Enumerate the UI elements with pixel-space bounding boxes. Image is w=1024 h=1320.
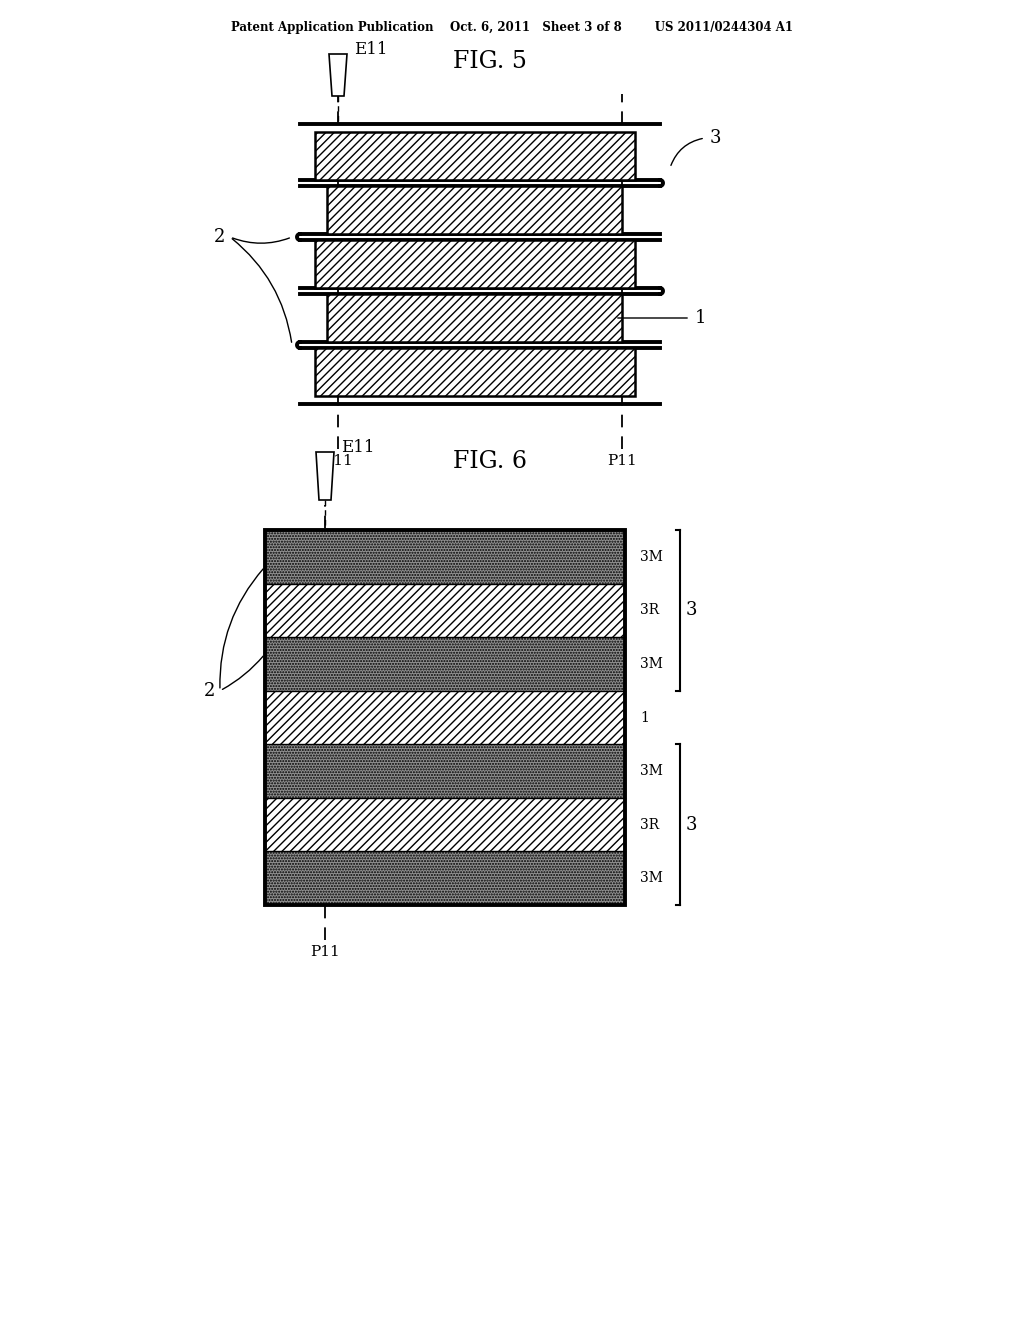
Text: E11: E11 <box>341 438 375 455</box>
Bar <box>265 531 625 583</box>
Text: P11: P11 <box>310 945 340 960</box>
Bar <box>327 294 622 342</box>
Bar <box>265 851 625 906</box>
Text: 3: 3 <box>686 602 697 619</box>
Bar <box>265 797 625 851</box>
Bar <box>265 690 625 744</box>
Text: P11: P11 <box>607 454 637 469</box>
Text: 3R: 3R <box>640 603 659 618</box>
Text: 3M: 3M <box>640 657 663 671</box>
Text: FIG. 6: FIG. 6 <box>453 450 527 474</box>
Bar <box>315 240 635 288</box>
Text: 2: 2 <box>204 681 215 700</box>
Bar <box>265 690 625 744</box>
Bar <box>265 638 625 690</box>
Bar <box>315 132 635 180</box>
Bar <box>265 583 625 638</box>
Text: 3: 3 <box>710 129 722 147</box>
Bar <box>265 583 625 638</box>
Polygon shape <box>316 451 334 500</box>
Text: 1: 1 <box>640 710 649 725</box>
Text: 1: 1 <box>695 309 707 327</box>
Text: 3: 3 <box>686 816 697 834</box>
Text: 3M: 3M <box>640 550 663 564</box>
Bar <box>265 744 625 797</box>
Text: P11: P11 <box>324 454 353 469</box>
Polygon shape <box>329 54 347 96</box>
Text: FIG. 5: FIG. 5 <box>453 50 527 74</box>
Text: E11: E11 <box>354 41 387 58</box>
Text: Patent Application Publication    Oct. 6, 2011   Sheet 3 of 8        US 2011/024: Patent Application Publication Oct. 6, 2… <box>231 21 793 34</box>
Text: 3M: 3M <box>640 764 663 777</box>
Bar <box>265 531 625 583</box>
Bar <box>265 638 625 690</box>
Bar <box>265 851 625 906</box>
Bar <box>265 797 625 851</box>
Bar <box>265 744 625 797</box>
Text: 3R: 3R <box>640 817 659 832</box>
Bar <box>315 348 635 396</box>
Bar <box>327 186 622 234</box>
Bar <box>265 531 625 906</box>
Text: 3M: 3M <box>640 871 663 886</box>
Text: 2: 2 <box>214 228 225 246</box>
